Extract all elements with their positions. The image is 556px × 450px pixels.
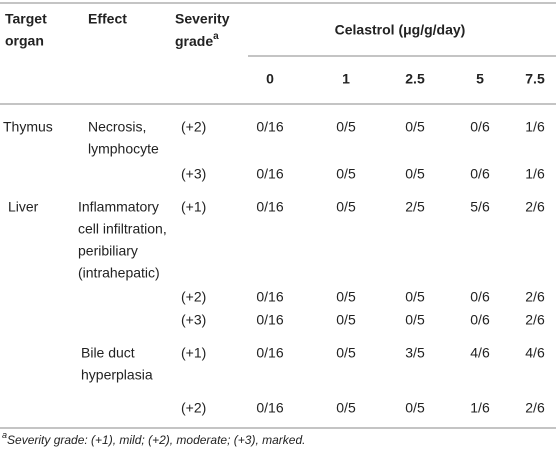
value-cell: 0/5 xyxy=(336,166,356,182)
header-cell: 1 xyxy=(342,71,350,87)
header-cell: 0 xyxy=(266,71,274,87)
header-cell: Target xyxy=(5,11,47,27)
value-cell: 5/6 xyxy=(470,199,490,215)
value-cell: 0/5 xyxy=(405,312,425,328)
effect-cell: Necrosis, xyxy=(88,119,146,135)
value-cell: 2/5 xyxy=(405,199,425,215)
header-cell: 5 xyxy=(476,71,484,87)
value-cell: 2/6 xyxy=(525,289,545,305)
grade-cell: (+3) xyxy=(181,166,206,182)
value-cell: 0/16 xyxy=(256,199,283,215)
value-cell: 1/6 xyxy=(525,166,545,182)
organ-cell: Thymus xyxy=(3,119,53,135)
header-cell: gradea xyxy=(175,31,219,49)
header-cell: Celastrol (μg/g/day) xyxy=(335,22,466,38)
value-cell: 2/6 xyxy=(525,312,545,328)
effect-cell: peribiliary xyxy=(78,243,138,259)
superscript: a xyxy=(2,430,7,440)
value-cell: 0/5 xyxy=(336,400,356,416)
value-cell: 0/16 xyxy=(256,289,283,305)
effect-cell: lymphocyte xyxy=(88,141,159,157)
header-cell: Severity xyxy=(175,11,230,27)
header-cell: 2.5 xyxy=(405,71,425,87)
value-cell: 0/6 xyxy=(470,166,490,182)
value-cell: 0/16 xyxy=(256,400,283,416)
effect-cell: hyperplasia xyxy=(81,367,153,383)
value-cell: 0/5 xyxy=(336,119,356,135)
header-cell: 7.5 xyxy=(525,71,545,87)
value-cell: 0/5 xyxy=(336,345,356,361)
value-cell: 0/6 xyxy=(470,119,490,135)
grade-cell: (+2) xyxy=(181,400,206,416)
value-cell: 0/5 xyxy=(336,312,356,328)
value-cell: 4/6 xyxy=(470,345,490,361)
value-cell: 0/16 xyxy=(256,345,283,361)
value-cell: 0/6 xyxy=(470,312,490,328)
value-cell: 0/16 xyxy=(256,166,283,182)
value-cell: 0/5 xyxy=(405,166,425,182)
value-cell: 2/6 xyxy=(525,400,545,416)
value-cell: 0/6 xyxy=(470,289,490,305)
value-cell: 2/6 xyxy=(525,199,545,215)
value-cell: 0/5 xyxy=(405,289,425,305)
footnote: aSeverity grade: (+1), mild; (+2), moder… xyxy=(2,430,305,447)
value-cell: 0/16 xyxy=(256,312,283,328)
grade-cell: (+1) xyxy=(181,199,206,215)
superscript: a xyxy=(213,31,219,42)
header-cell: organ xyxy=(5,33,44,49)
value-cell: 0/5 xyxy=(336,199,356,215)
effect-cell: Inflammatory xyxy=(78,199,159,215)
value-cell: 0/16 xyxy=(256,119,283,135)
organ-cell: Liver xyxy=(8,199,39,215)
footnote-text: Severity grade: (+1), mild; (+2), modera… xyxy=(7,433,305,447)
value-cell: 1/6 xyxy=(525,119,545,135)
value-cell: 0/5 xyxy=(405,400,425,416)
value-cell: 1/6 xyxy=(470,400,490,416)
effect-cell: Bile duct xyxy=(81,345,135,361)
grade-cell: (+2) xyxy=(181,289,206,305)
value-cell: 4/6 xyxy=(525,345,545,361)
value-cell: 3/5 xyxy=(405,345,425,361)
grade-cell: (+3) xyxy=(181,312,206,328)
grade-cell: (+2) xyxy=(181,119,206,135)
header-cell: Effect xyxy=(88,11,127,27)
grade-cell: (+1) xyxy=(181,345,206,361)
effect-cell: cell infiltration, xyxy=(78,221,167,237)
header-text: grade xyxy=(175,33,213,49)
value-cell: 0/5 xyxy=(336,289,356,305)
value-cell: 0/5 xyxy=(405,119,425,135)
effect-cell: (intrahepatic) xyxy=(78,265,160,281)
